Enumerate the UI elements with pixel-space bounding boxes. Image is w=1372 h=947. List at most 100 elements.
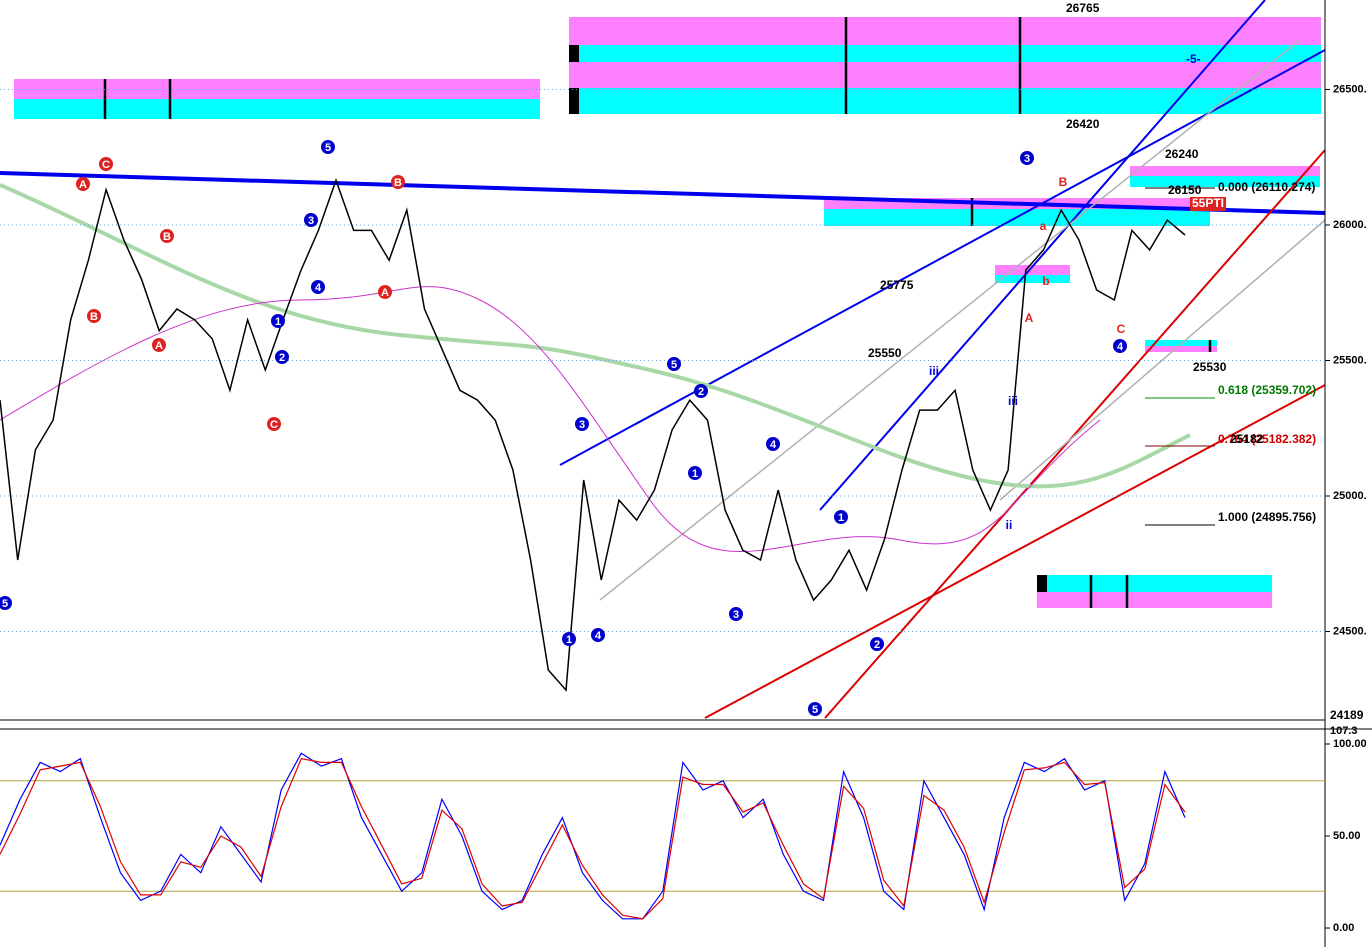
wave-marker (304, 213, 318, 227)
fib-lines (1145, 187, 1215, 526)
wave-marker (311, 280, 325, 294)
annotation: 25550 (868, 346, 902, 360)
zone (569, 17, 1321, 45)
wave-marker (160, 229, 174, 243)
wave-label: 2 (698, 386, 704, 398)
wave-marker (575, 417, 589, 431)
wave-label: 2 (279, 352, 285, 364)
wave-marker (267, 417, 281, 431)
zone (1037, 575, 1272, 592)
wave-label: 3 (733, 609, 739, 621)
wave-label: 5 (2, 598, 8, 610)
zone (995, 275, 1070, 283)
zone (1145, 340, 1217, 346)
wave-label: C (1117, 322, 1126, 336)
annotation: -5- (1186, 52, 1201, 66)
wave-label: 1 (275, 316, 281, 328)
wave-marker (667, 357, 681, 371)
wave-label: A (381, 287, 389, 299)
annotation: 0.764 (25182.382) (1218, 432, 1316, 446)
annotation: 25530 (1193, 360, 1227, 374)
wave-label: A (1025, 311, 1034, 325)
wave-label: 1 (838, 512, 844, 524)
zone (569, 62, 1321, 88)
wave-label: 4 (315, 282, 322, 294)
wave-label: B (1059, 175, 1068, 189)
wave-label: 3 (579, 419, 585, 431)
wave-label: b (1042, 274, 1049, 288)
annotation: 0.618 (25359.702) (1218, 383, 1316, 397)
wave-marker (391, 175, 405, 189)
wave-label: 5 (671, 359, 677, 371)
y-tick-label: 24500. (1333, 625, 1367, 637)
annotation: 26240 (1165, 147, 1199, 161)
wave-label: 1 (566, 634, 572, 646)
wave-label: iii (929, 364, 939, 378)
annotation: 1.000 (24895.756) (1218, 510, 1316, 524)
series-line (0, 177, 1186, 692)
wave-label: B (394, 177, 402, 189)
wave-marker (591, 628, 605, 642)
wave-label: 2 (874, 639, 880, 651)
annotation: 26420 (1066, 117, 1100, 131)
zone (1130, 176, 1320, 187)
wave-marker (694, 384, 708, 398)
wave-marker (766, 437, 780, 451)
wave-label: 3 (1024, 153, 1030, 165)
wave-label: iii (1008, 394, 1018, 408)
zone (569, 45, 1321, 62)
wave-label: 4 (595, 630, 602, 642)
wave-marker (0, 596, 12, 610)
annotation: 26765 (1066, 1, 1100, 15)
wave-label: a (1040, 219, 1047, 233)
annotation: 24189 (1330, 708, 1364, 722)
label-box (1190, 197, 1226, 211)
annotation: 0.000 (26110.274) (1218, 180, 1315, 194)
y-tick-label: 50.00 (1333, 830, 1361, 842)
zone (1145, 346, 1217, 352)
wave-label: A (155, 340, 163, 352)
series-line (0, 758, 1186, 920)
wave-label: B (90, 311, 98, 323)
wave-marker (321, 140, 335, 154)
zone (995, 265, 1070, 275)
y-tick-label: 26000. (1333, 219, 1367, 231)
wave-marker (76, 177, 90, 191)
y-tick-label: 25500. (1333, 354, 1367, 366)
wave-marker (99, 157, 113, 171)
zone (1130, 166, 1320, 176)
trend-lines (0, 0, 1326, 719)
wave-label: 5 (812, 704, 818, 716)
wave-label: ii (1006, 518, 1013, 532)
wave-label: C (270, 419, 278, 431)
wave-label: C (102, 159, 110, 171)
annotation: 26150 (1168, 183, 1202, 197)
wave-marker (834, 510, 848, 524)
zones (14, 17, 1321, 608)
wave-label: 3 (308, 215, 314, 227)
annotation: 25775 (880, 278, 914, 292)
wave-marker (378, 285, 392, 299)
y-tick-label: 25000. (1333, 490, 1367, 502)
zone (14, 99, 540, 119)
wave-marker (1113, 339, 1127, 353)
wave-marker (87, 309, 101, 323)
y-tick-label: 100.00 (1333, 738, 1367, 750)
wave-label: B (163, 231, 171, 243)
annotation: 25182 (1230, 432, 1264, 446)
wave-marker (870, 637, 884, 651)
wave-marker (729, 607, 743, 621)
wave-marker (562, 632, 576, 646)
y-tick-label: 26500. (1333, 83, 1367, 95)
wave-label: 5 (325, 142, 331, 154)
wave-label: 4 (770, 439, 777, 451)
wave-marker (688, 466, 702, 480)
zone (1037, 592, 1272, 608)
annotation: 107.3 (1330, 725, 1358, 737)
wave-label: A (79, 179, 87, 191)
zone (569, 88, 1321, 114)
wave-label: 1 (692, 468, 698, 480)
wave-marker (1020, 151, 1034, 165)
